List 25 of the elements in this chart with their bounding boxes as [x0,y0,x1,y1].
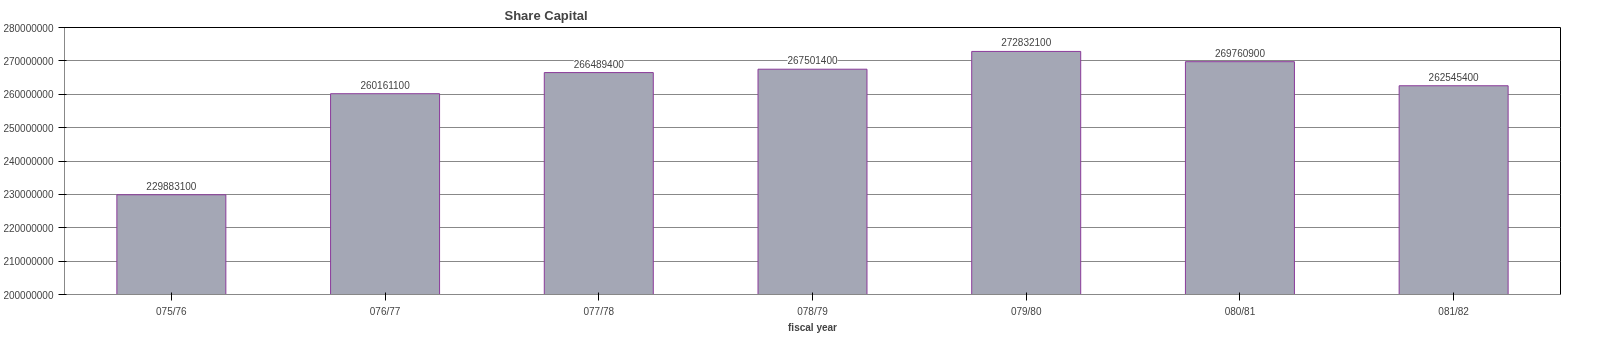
y-tick-label: 280000000 [3,22,54,34]
y-tick-label: 210000000 [3,256,54,268]
y-tick-label: 270000000 [3,55,54,67]
x-tick-label: 078/79 [797,305,829,317]
data-label: 262545400 [1428,71,1480,83]
chart-title: Share Capital [504,7,588,23]
x-tick-label: 081/82 [1438,305,1470,317]
x-tick-label: 076/77 [369,305,401,317]
y-tick-label: 240000000 [3,156,54,167]
y-tick-label: 200000000 [3,289,54,301]
x-tick-label: 079/80 [1010,305,1042,317]
y-tick-label: 260000000 [3,89,54,101]
y-tick-label: 220000000 [3,222,54,234]
x-tick-label: 077/78 [583,305,615,317]
data-label: 269760900 [1214,47,1266,59]
data-label: 272832100 [1001,37,1052,49]
x-axis-title: fiscal year [788,321,838,333]
data-label: 260161100 [360,79,411,91]
x-tick-label: 075/76 [156,305,188,317]
data-label: 229883100 [146,180,197,192]
y-tick-label: 250000000 [3,122,54,134]
x-tick-label: 080/81 [1224,305,1256,317]
data-label: 267501400 [787,55,838,67]
y-tick-label: 230000000 [3,189,54,201]
data-label: 266489400 [573,58,625,70]
